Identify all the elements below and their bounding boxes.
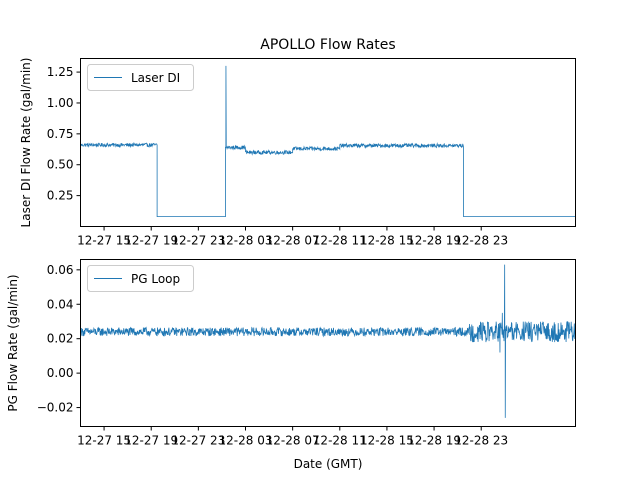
laser-di-y-tick-label-3: 1.00 bbox=[47, 96, 74, 110]
laser-di-x-tick-label-0: 12-27 15 bbox=[77, 234, 131, 248]
bottom-y-ticks: −0.02 0.00 0.02 0.04 0.06 bbox=[37, 263, 81, 415]
laser-di-series-line bbox=[80, 65, 576, 218]
top-legend: Laser DI bbox=[87, 64, 194, 91]
laser-di-x-tick-label-5: 12-28 11 bbox=[313, 234, 367, 248]
bottom-legend: PG Loop bbox=[87, 265, 194, 292]
laser-di-y-tick-label-4: 1.25 bbox=[47, 65, 74, 79]
pg-loop-y-tick-label-2: 0.02 bbox=[47, 332, 74, 346]
laser-di-series-group bbox=[80, 65, 576, 218]
pg-loop-series-line bbox=[80, 264, 576, 418]
top-legend-box bbox=[87, 64, 194, 91]
bottom-x-axis-label: Date (GMT) bbox=[294, 457, 363, 471]
laser-di-y-tick-label-0: 0.25 bbox=[47, 189, 74, 203]
pg-loop-x-tick-label-8: 12-28 23 bbox=[454, 434, 508, 448]
pg-loop-y-tick-label-4: 0.06 bbox=[47, 263, 74, 277]
bottom-legend-label: PG Loop bbox=[131, 272, 180, 286]
laser-di-y-tick-label-1: 0.50 bbox=[47, 158, 74, 172]
chart-title: APOLLO Flow Rates bbox=[260, 37, 395, 53]
laser-di-x-tick-label-7: 12-28 19 bbox=[407, 234, 461, 248]
pg-loop-x-tick-label-4: 12-28 07 bbox=[266, 434, 320, 448]
laser-di-x-tick-label-6: 12-28 15 bbox=[360, 234, 414, 248]
pg-loop-series-group bbox=[80, 264, 576, 418]
pg-loop-x-tick-label-2: 12-27 23 bbox=[171, 434, 225, 448]
laser-di-x-tick-label-8: 12-28 23 bbox=[454, 234, 508, 248]
pg-loop-x-tick-label-1: 12-27 19 bbox=[124, 434, 178, 448]
laser-di-x-tick-label-3: 12-28 03 bbox=[219, 234, 273, 248]
bottom-y-axis-label: PG Flow Rate (gal/min) bbox=[6, 274, 20, 411]
top-subplot-frame bbox=[80, 58, 576, 227]
laser-di-y-tick-label-2: 0.75 bbox=[47, 127, 74, 141]
laser-di-x-tick-label-4: 12-28 07 bbox=[266, 234, 320, 248]
pg-loop-y-tick-label-3: 0.04 bbox=[47, 297, 74, 311]
laser-di-x-tick-label-2: 12-27 23 bbox=[171, 234, 225, 248]
pg-loop-x-tick-label-3: 12-28 03 bbox=[219, 434, 273, 448]
pg-loop-x-tick-label-5: 12-28 11 bbox=[313, 434, 367, 448]
bottom-legend-box bbox=[87, 265, 194, 292]
pg-loop-x-tick-label-6: 12-28 15 bbox=[360, 434, 414, 448]
pg-loop-x-tick-label-7: 12-28 19 bbox=[407, 434, 461, 448]
bottom-subplot-frame bbox=[80, 259, 576, 427]
top-y-ticks: 0.25 0.50 0.75 1.00 1.25 bbox=[47, 65, 81, 203]
pg-loop-y-tick-label-0: −0.02 bbox=[37, 401, 74, 415]
laser-di-x-tick-label-1: 12-27 19 bbox=[124, 234, 178, 248]
pg-loop-x-tick-label-0: 12-27 15 bbox=[77, 434, 131, 448]
top-legend-label: Laser DI bbox=[131, 71, 180, 85]
top-y-axis-label: Laser DI Flow Rate (gal/min) bbox=[19, 58, 33, 228]
pg-loop-y-tick-label-1: 0.00 bbox=[47, 366, 74, 380]
